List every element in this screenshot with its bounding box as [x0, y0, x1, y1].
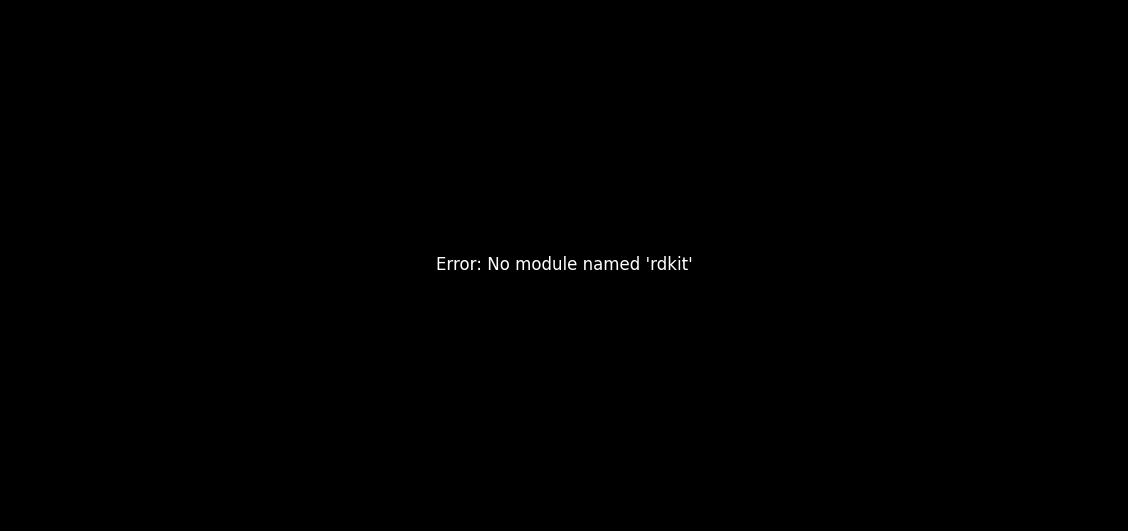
- Text: Error: No module named 'rdkit': Error: No module named 'rdkit': [435, 256, 693, 275]
